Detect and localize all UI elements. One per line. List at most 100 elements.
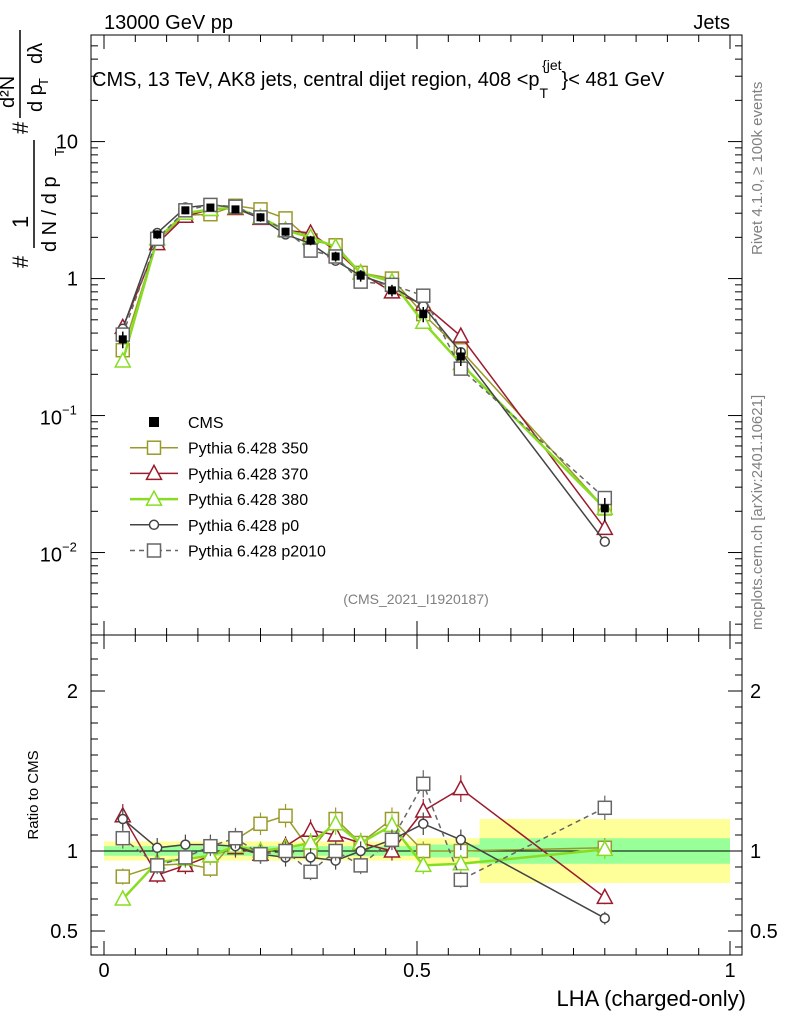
ylabel-sub-2: T (36, 78, 51, 86)
legend: CMS Pythia 6.428 350 Pythia 6.428 370 Pythi… (130, 415, 326, 561)
title-prefix: CMS, 13 TeV, AK8 jets, central dijet reg… (92, 69, 540, 91)
ratio-point (599, 912, 611, 924)
ratio-point (253, 846, 268, 862)
ylabel-sub-1: T (52, 148, 67, 156)
ratio-point (353, 858, 368, 873)
ratio-data (114, 770, 614, 925)
title-suffix: }< 481 GeV (562, 69, 666, 91)
legend-label: Pythia 6.428 350 (188, 441, 308, 458)
title-subscript: T (540, 85, 549, 101)
series-line (121, 206, 606, 510)
data-point (114, 351, 132, 368)
y-tick-label-exponent: −1 (62, 403, 77, 418)
ratio-point (455, 834, 467, 846)
data-point (303, 243, 318, 258)
ratio-frame (90, 634, 743, 956)
ratio-point (326, 814, 345, 831)
data-point (452, 326, 470, 343)
category-label: Jets (693, 12, 730, 34)
data-point (387, 286, 396, 295)
ratio-point (452, 854, 470, 871)
ratio-point (151, 842, 163, 854)
ratio-point (384, 832, 400, 848)
ratio-point (114, 889, 132, 906)
data-point (356, 271, 365, 280)
main-ylabel: # 1 d N / d p T # d²N d p T dλ (0, 30, 67, 268)
ratio-y-tick-label-right: 1 (750, 841, 761, 863)
ratio-point (180, 839, 191, 850)
data-point (419, 310, 428, 319)
ratio-point (416, 776, 431, 792)
ratio-point (328, 843, 343, 859)
ratio-y-tick-label: 1 (67, 841, 78, 863)
data-point (331, 252, 340, 261)
ratio-point (253, 816, 268, 832)
ratio-point (115, 869, 131, 884)
series-line (122, 205, 606, 509)
analysis-watermark: (CMS_2021_I1920187) (343, 591, 489, 607)
x-tick-label: 0.5 (403, 960, 431, 982)
ratio-point (228, 830, 243, 846)
data-point (153, 230, 162, 239)
y-tick-label: 10 (40, 545, 62, 567)
chart-title: CMS, 13 TeV, AK8 jets, central dijet reg… (92, 57, 665, 101)
ratio-panel: 0.5 0.5 1 1 2 2 0 0.5 1 Ratio to CMS LHA (charge… (25, 634, 778, 1011)
ratio-point (355, 845, 366, 857)
data-point (181, 206, 190, 215)
ratio-ylabel: Ratio to CMS (25, 750, 42, 839)
ylabel-numerator-2: d²N (0, 76, 19, 108)
legend-marker (149, 417, 159, 427)
ylabel-one: 1 (8, 216, 33, 228)
ratio-point (414, 855, 433, 873)
ratio-ticks (91, 642, 742, 948)
data-point (281, 227, 290, 236)
xlabel: LHA (charged-only) (556, 986, 746, 1011)
ylabel-hash-2: # (8, 121, 33, 134)
ratio-point (596, 839, 614, 857)
ratio-point (303, 864, 318, 880)
legend-label: CMS (188, 415, 224, 432)
main-data (114, 197, 614, 547)
legend-label: Pythia 6.428 380 (188, 492, 308, 509)
ylabel-denominator: d N / d p (39, 176, 61, 252)
ratio-point (453, 872, 469, 888)
data-point (456, 352, 465, 361)
ylabel-denominator-2: d p (25, 84, 47, 112)
y-tick-label: 10 (56, 132, 78, 154)
ratio-point (452, 779, 470, 796)
legend-marker (145, 489, 163, 506)
data-point (306, 236, 315, 245)
data-point (596, 518, 614, 536)
energy-label: 13000 GeV pp (104, 12, 233, 34)
title-superscript: {jet (542, 57, 562, 73)
legend-marker (146, 543, 162, 558)
ratio-point (305, 852, 316, 863)
x-tick-label: 1 (724, 960, 735, 982)
ratio-y-tick-label-right: 2 (750, 681, 761, 703)
ratio-point (278, 843, 293, 859)
ratio-tick-labels: 0.5 0.5 1 1 2 2 0 0.5 1 (50, 681, 778, 982)
y-tick-label: 1 (67, 269, 78, 291)
ratio-series-line (122, 782, 606, 881)
data-point (256, 213, 265, 222)
data-point (600, 504, 609, 513)
ratio-point (418, 818, 429, 830)
ratio-point (203, 838, 218, 854)
ratio-y-tick-label: 2 (67, 681, 78, 703)
data-point (599, 536, 611, 547)
legend-label: Pythia 6.428 p2010 (188, 544, 326, 561)
ratio-point (115, 830, 131, 846)
legend-marker (148, 519, 160, 531)
mcplots-label: mcplots.cern.ch [arXiv:2401.10621] (749, 395, 766, 630)
ratio-point (596, 887, 614, 905)
legend-label: Pythia 6.428 370 (188, 466, 308, 483)
rivet-label: Rivet 4.1.0, ≥ 100k events (749, 82, 766, 255)
data-point (206, 203, 215, 212)
ratio-point (149, 858, 165, 873)
y-tick-label-exponent: −2 (62, 540, 77, 555)
ratio-y-tick-label-right: 0.5 (750, 921, 778, 943)
ratio-point (278, 808, 293, 824)
legend-marker (146, 440, 162, 455)
